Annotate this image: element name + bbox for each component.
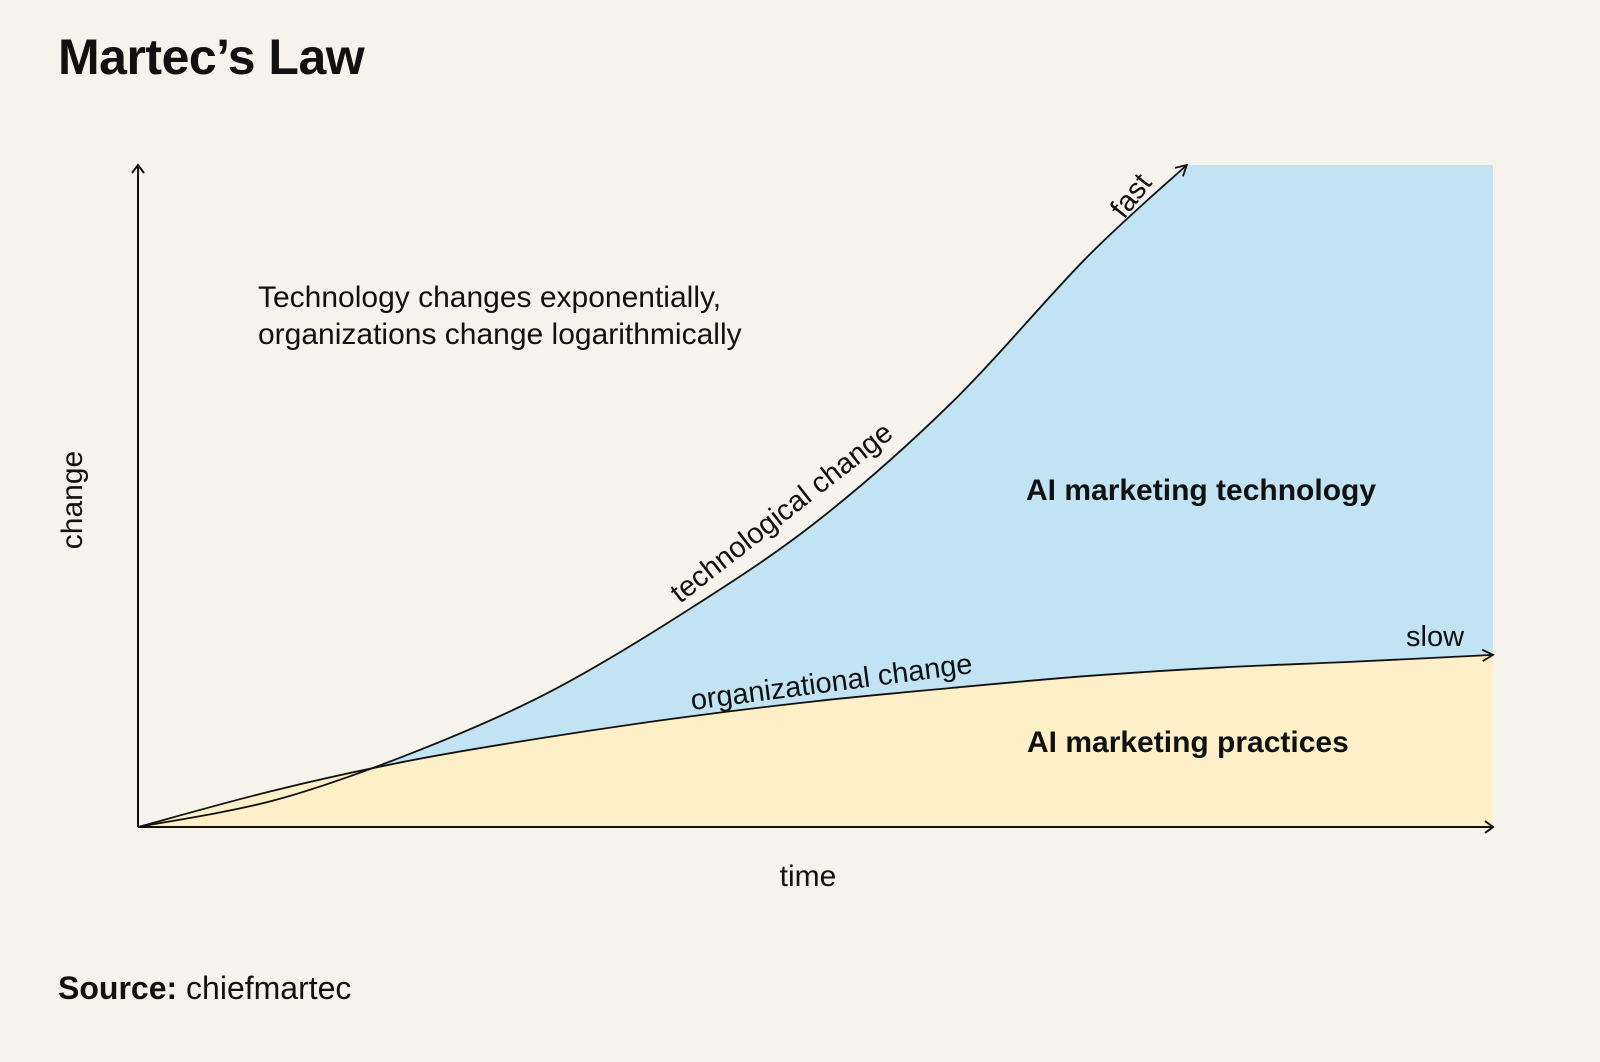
region-ai-marketing-practices [138, 654, 1493, 827]
region-ai-marketing-technology [138, 165, 1493, 827]
x-axis-arrowhead-icon [1484, 820, 1495, 834]
x-axis-label: time [780, 860, 837, 893]
slow-arrowhead-icon [1481, 648, 1495, 662]
source-note: Source: chiefmartec [58, 970, 351, 1007]
technological-change-line [137, 164, 1188, 828]
annotation-line-2: organizations change logarithmically [258, 318, 742, 351]
fast-arrowhead-icon [1174, 163, 1189, 177]
region-label-practices: AI marketing practices [1027, 726, 1349, 759]
slow-label: slow [1406, 621, 1465, 653]
organizational-change-line [137, 653, 1494, 828]
source-value: chiefmartec [186, 970, 352, 1006]
chart-title: Martec’s Law [58, 29, 365, 85]
annotation-line-1: Technology changes exponentially, [258, 281, 721, 314]
region-label-technology: AI marketing technology [1026, 474, 1376, 507]
source-label: Source: [58, 970, 178, 1006]
y-axis-arrowhead-icon [131, 163, 145, 174]
y-axis-label: change [56, 451, 89, 549]
